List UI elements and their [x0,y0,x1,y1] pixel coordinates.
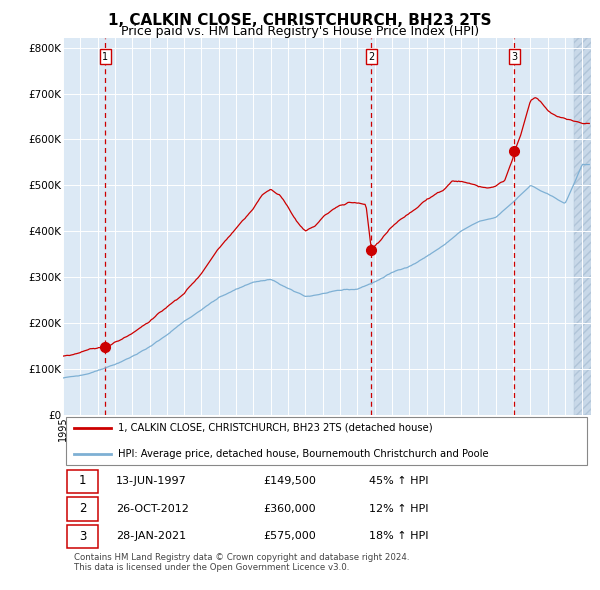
Text: £149,500: £149,500 [263,476,317,486]
Text: 2: 2 [79,502,86,515]
Text: 12% ↑ HPI: 12% ↑ HPI [369,504,429,513]
Text: 3: 3 [79,530,86,543]
Text: 1: 1 [103,52,109,62]
Text: Contains HM Land Registry data © Crown copyright and database right 2024.
This d: Contains HM Land Registry data © Crown c… [74,552,409,572]
Text: HPI: Average price, detached house, Bournemouth Christchurch and Poole: HPI: Average price, detached house, Bour… [118,448,489,458]
Text: 1, CALKIN CLOSE, CHRISTCHURCH, BH23 2TS: 1, CALKIN CLOSE, CHRISTCHURCH, BH23 2TS [108,13,492,28]
Text: 18% ↑ HPI: 18% ↑ HPI [369,531,429,541]
FancyBboxPatch shape [67,525,98,549]
Text: 45% ↑ HPI: 45% ↑ HPI [369,476,429,486]
Text: 1, CALKIN CLOSE, CHRISTCHURCH, BH23 2TS (detached house): 1, CALKIN CLOSE, CHRISTCHURCH, BH23 2TS … [118,422,433,432]
Text: 13-JUN-1997: 13-JUN-1997 [116,476,187,486]
Text: 28-JAN-2021: 28-JAN-2021 [116,531,186,541]
Text: 2: 2 [368,52,374,62]
FancyBboxPatch shape [67,497,98,521]
FancyBboxPatch shape [67,470,98,493]
Text: 1: 1 [79,474,86,487]
Text: 3: 3 [511,52,518,62]
Text: 26-OCT-2012: 26-OCT-2012 [116,504,188,513]
Text: £360,000: £360,000 [263,504,316,513]
FancyBboxPatch shape [65,417,587,465]
Text: £575,000: £575,000 [263,531,316,541]
Text: Price paid vs. HM Land Registry's House Price Index (HPI): Price paid vs. HM Land Registry's House … [121,25,479,38]
